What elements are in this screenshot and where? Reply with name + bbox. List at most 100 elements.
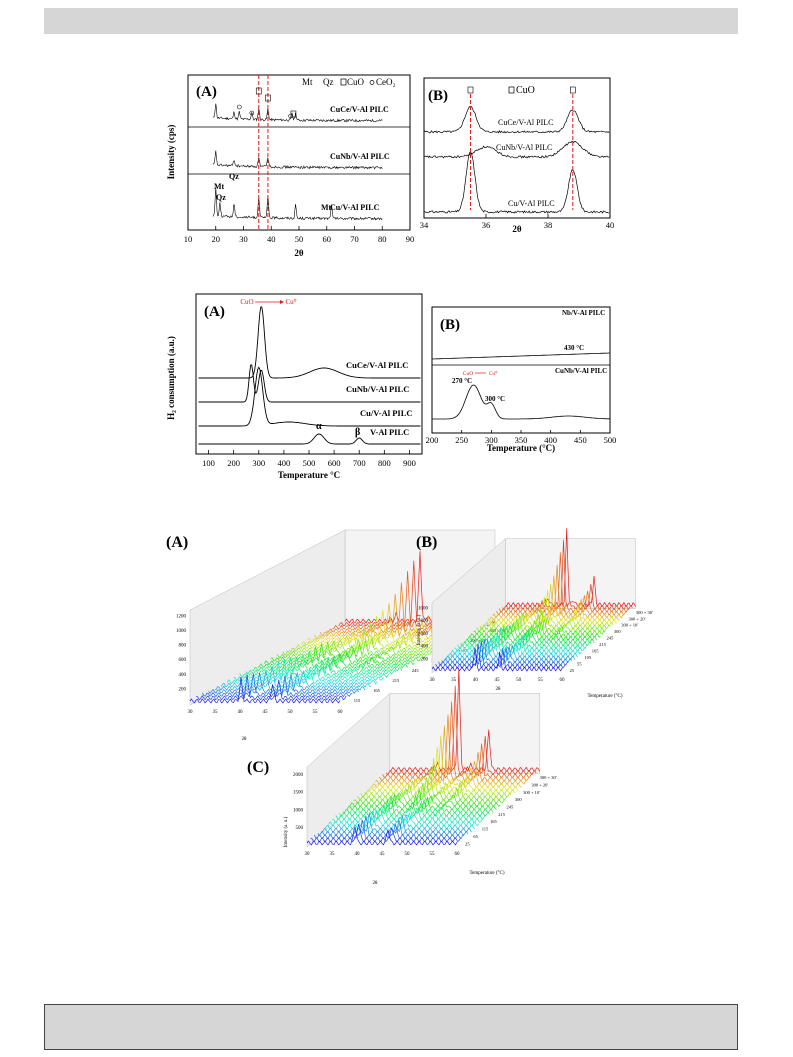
series-label: CuNb/V-Al PILC: [555, 367, 607, 375]
insitu-trace: [431, 647, 563, 672]
xrd-zoom-curve: [423, 150, 610, 214]
temperature-tick-label: 300 + 30': [540, 775, 557, 780]
x-tick-label: 36: [482, 220, 491, 230]
temperature-tick-label: 165: [592, 648, 600, 653]
series-label: CuCe/V-Al PILC: [346, 360, 408, 370]
x-tick-label: 70: [350, 234, 359, 244]
legend: Mt Qz CuO CeO₂: [302, 77, 396, 87]
x-tick-label: 450: [574, 435, 587, 445]
x-tick-label: 300: [252, 458, 265, 468]
x-axis-label: Temperature °C: [278, 470, 340, 480]
temperature-tick-label: 300 + 10': [451, 648, 468, 653]
insitu-trace: [364, 758, 515, 795]
insitu-trace: [321, 812, 472, 833]
annotation-alpha: α: [316, 421, 322, 432]
square-marker-icon: [508, 86, 515, 94]
legend-qz: Qz: [323, 77, 334, 87]
temperature-tick-label: 215: [392, 678, 400, 683]
xrd-chart-a: (A) Mt Qz CuO CeO₂ 10 20 30 40 50 60 70 80 90 Cu…: [166, 74, 415, 258]
temperature-tick-label: 245: [412, 668, 420, 673]
y-axis-label: Intensity (a. u.): [284, 816, 289, 847]
x-tick-label: 20: [212, 234, 221, 244]
temperature-tick-label: 65: [473, 834, 478, 839]
x-tick-label: 50: [295, 234, 304, 244]
annotation-qz: Qz: [229, 172, 239, 181]
temperature-tick-label: 115: [354, 698, 361, 703]
x-tick-label: 55: [538, 678, 544, 683]
series-label: CuNb/V-Al PILC: [330, 152, 390, 161]
series-label: CuNb/V-Al PILC: [346, 384, 409, 394]
side-wall: [306, 692, 391, 848]
reaction-label: CuO Cu⁰: [463, 370, 498, 377]
insitu-trace: [295, 622, 446, 650]
y-tick-label: 600: [179, 658, 187, 663]
temperature-tick-label: 165: [373, 688, 381, 693]
header-band: [44, 8, 738, 34]
temperature-tick-label: 115: [482, 827, 489, 832]
x-tick-label: 45: [380, 852, 386, 857]
tpr-curve: [198, 364, 421, 403]
x-axis-label: 2θ: [294, 248, 304, 258]
panel-label: (A): [196, 84, 217, 100]
annotation-qz: Qz: [216, 193, 226, 202]
temperature-tick-label: 300: [614, 629, 622, 634]
insitu-trace: [306, 826, 458, 846]
x-tick-label: 100: [202, 458, 215, 468]
tpr-curve: [198, 306, 421, 379]
x-tick-label: 38: [544, 220, 553, 230]
annotation-mt: Mt: [321, 203, 332, 212]
y-axis-label: Intensity (a. u.): [417, 614, 422, 645]
x-tick-label: 400: [278, 458, 291, 468]
x-tick-label: 350: [515, 435, 528, 445]
x-tick-label: 40: [238, 710, 244, 715]
back-wall: [389, 693, 541, 774]
x-tick-label: 55: [313, 710, 319, 715]
y-tick-label: 1000: [293, 808, 304, 813]
tpr-curve: [198, 433, 421, 445]
circle-marker-icon: [369, 80, 375, 85]
insitu-trace: [360, 768, 512, 798]
panel-label: (C): [247, 759, 269, 776]
temperature-tick-label: 245: [606, 636, 614, 641]
square-marker-icon: [340, 78, 347, 86]
insitu-trace: [489, 583, 620, 622]
panel-label: (B): [416, 534, 437, 551]
x-tick-label: 90: [406, 234, 415, 244]
back-wall: [505, 538, 636, 609]
x-tick-label: 60: [338, 710, 344, 715]
insitu-trace: [441, 639, 572, 664]
x-tick-label: 60: [323, 234, 332, 244]
x-tick-label: 34: [420, 220, 429, 230]
tpr-curve: [198, 366, 421, 427]
insitu-trace: [367, 746, 519, 792]
xrd-chart-b: (B) CuO 34 36 38 40 CuCe/V-Al PILC CuNb/V-A…: [420, 77, 614, 234]
x-axis-label: 2θ: [242, 737, 248, 742]
xrd-curve: [212, 150, 383, 170]
x-tick-label: 50: [516, 678, 522, 683]
temperature-tick-label: 25: [465, 841, 470, 846]
x-tick-label: 600: [328, 458, 341, 468]
z-axis-label: Temperature (°C): [587, 694, 622, 699]
insitu-trace: [288, 630, 440, 653]
insitu-trace: [196, 674, 347, 701]
temperature-tick-label: 300: [515, 797, 523, 802]
xrd-zoom-curve: [423, 105, 610, 134]
temperature-tick-label: 300 + 10': [523, 790, 540, 795]
temperature-tick-label: 300 + 30': [636, 610, 653, 615]
x-tick-label: 10: [184, 234, 193, 244]
insitu-trace: [301, 615, 452, 647]
y-tick-label: 600: [421, 632, 429, 637]
x-tick-label: 50: [405, 852, 411, 857]
x-tick-label: 500: [303, 458, 316, 468]
legend-mt: Mt: [302, 77, 313, 87]
x-tick-label: 35: [213, 710, 219, 715]
temperature-tick-label: 300 + 20': [629, 616, 646, 621]
series-label: CuCe/V-Al PILC: [498, 118, 554, 127]
x-tick-label: 55: [430, 852, 436, 857]
insitu-trace: [466, 625, 598, 641]
series-label: Nb/V-Al PILC: [562, 309, 605, 317]
temperature-tick-label: 300 + 10': [621, 623, 638, 628]
insitu-trace: [492, 575, 624, 619]
reaction-label: CuO Cu⁰: [240, 298, 296, 306]
footer-box: [44, 1004, 738, 1050]
